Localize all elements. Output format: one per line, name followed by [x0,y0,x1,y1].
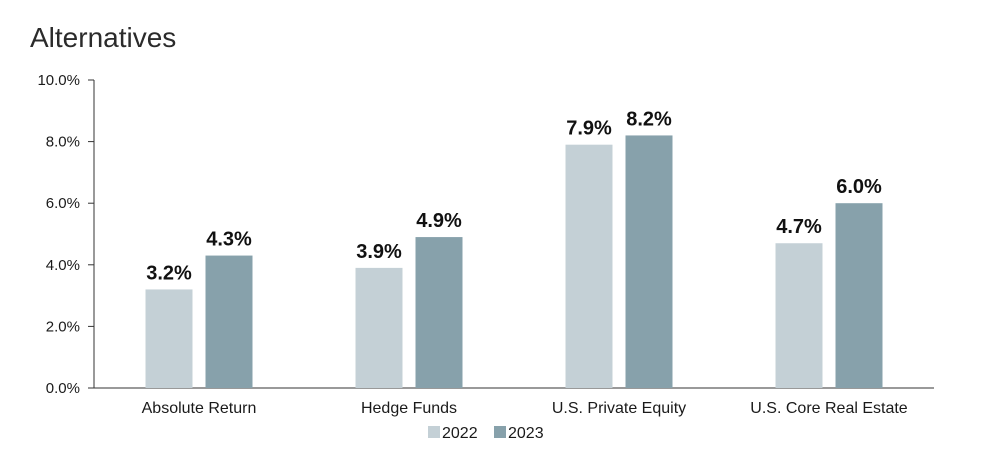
bar-2023 [205,255,253,388]
y-tick-label: 2.0% [46,318,80,335]
data-label-2023: 6.0% [836,176,882,198]
y-tick-label: 10.0% [37,72,80,89]
bar-2022 [565,144,613,388]
category-label: Absolute Return [142,400,257,417]
category-labels: Absolute Return Hedge Funds U.S. Private E… [142,400,908,417]
legend: 2022 2023 [428,425,544,442]
bar-2022 [775,243,823,388]
bar-series [145,135,883,388]
data-label-2022: 7.9% [566,118,612,140]
y-tick-label: 4.0% [46,257,80,274]
y-axis-ticks: 0.0% 2.0% 4.0% 6.0% 8.0% 10.0% [37,72,94,397]
data-label-2022: 3.9% [356,241,402,263]
data-labels: 3.2% 4.3% 3.9% 4.9% 7.9% 8.2% 4.7% 6.0% [146,108,882,284]
data-label-2023: 4.3% [206,229,252,251]
category-label: Hedge Funds [361,400,457,417]
legend-swatch-2022 [428,426,440,438]
bar-2023 [415,237,463,388]
bar-2023 [835,203,883,388]
y-tick-label: 8.0% [46,134,80,151]
category-label: U.S. Core Real Estate [750,400,908,417]
y-tick-label: 0.0% [46,380,80,397]
chart-title: Alternatives [30,22,177,53]
category-label: U.S. Private Equity [552,400,686,417]
y-tick-label: 6.0% [46,195,80,212]
bar-2023 [625,135,673,388]
bar-2022 [355,267,403,388]
bar-2022 [145,289,193,388]
data-label-2022: 3.2% [146,262,192,284]
data-label-2023: 8.2% [626,108,672,130]
legend-label-2022: 2022 [442,425,478,442]
data-label-2023: 4.9% [416,210,462,232]
legend-swatch-2023 [494,426,506,438]
legend-label-2023: 2023 [508,425,544,442]
data-label-2022: 4.7% [776,216,822,238]
